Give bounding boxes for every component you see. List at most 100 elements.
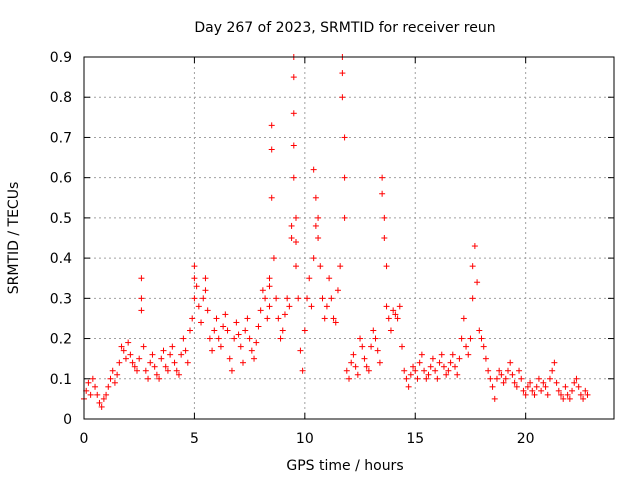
data-point [319,295,326,302]
data-point [328,295,335,302]
data-point [540,379,547,386]
data-point [315,214,322,221]
data-point [290,110,297,117]
x-tick-label: 0 [80,431,89,447]
data-point [224,327,231,334]
data-point [566,395,573,402]
data-point [410,363,417,370]
data-point [538,387,545,394]
data-point [560,395,567,402]
data-point [122,355,129,362]
data-point [175,371,182,378]
data-point [341,214,348,221]
data-point [522,391,529,398]
data-point [438,351,445,358]
data-point [425,371,432,378]
data-point [381,214,388,221]
data-point [474,279,481,286]
data-point [240,359,246,366]
data-point [359,343,366,350]
data-point [180,335,187,342]
data-point [562,383,569,390]
data-point [310,255,317,262]
x-tick-labels: 0 5 10 15 20 [80,431,535,447]
data-point [244,315,251,322]
y-tick-label: 0.6 [50,171,72,187]
data-point [264,315,271,322]
data-point [149,351,156,358]
data-point [118,343,125,350]
data-point [96,399,103,406]
data-point [463,343,470,350]
data-point [476,327,483,334]
data-point [242,327,249,334]
data-point [266,303,273,310]
data-point [321,315,328,322]
data-point [145,375,152,382]
data-point [169,343,176,350]
data-point [299,367,306,374]
data-point [399,343,405,350]
y-tick-label: 0 [63,412,72,428]
data-point [381,235,388,241]
data-point [204,307,211,314]
data-point [105,383,112,390]
data-point [383,263,390,270]
data-point [213,315,220,322]
x-tick-label: 15 [406,431,424,447]
data-point [178,351,185,358]
y-tick-label: 0.3 [50,291,72,307]
axis-ticks [83,56,614,420]
data-point [259,287,266,294]
data-point [248,347,255,354]
data-point [458,335,465,342]
data-point [129,359,136,366]
data-point [228,367,235,374]
data-point [220,323,227,330]
data-point [511,379,518,386]
data-point [167,351,174,358]
data-point [286,303,293,310]
data-point [546,375,553,382]
data-point [295,295,302,302]
y-tick-label: 0.2 [50,332,72,348]
data-point [493,375,500,382]
data-point [87,391,94,398]
data-point [290,74,297,81]
data-point [471,243,478,250]
data-point [412,367,419,374]
data-point [330,315,337,322]
data-point [131,363,138,370]
data-point [206,335,213,342]
data-point [454,371,461,378]
data-point [125,339,132,346]
data-point [573,375,580,382]
data-point [290,174,297,181]
data-point [405,383,412,390]
data-point [270,255,277,262]
data-point [427,363,434,370]
data-point [513,383,520,390]
data-point [189,315,196,322]
data-point [211,327,218,334]
y-tick-label: 0.9 [50,50,72,66]
data-point [580,395,587,402]
data-point [551,359,558,366]
data-point [575,383,582,390]
data-point [392,311,399,318]
data-point [184,359,191,366]
data-point [357,335,364,342]
data-point [255,323,262,330]
data-point [182,347,189,354]
data-point [257,307,264,314]
data-point [469,295,476,302]
data-point [387,327,394,334]
data-point [191,295,198,302]
data-point [524,383,531,390]
data-point [394,315,401,322]
y-tick-label: 0.7 [50,130,72,146]
data-point [465,351,472,358]
data-point [301,327,308,334]
data-point [456,355,463,362]
data-point [293,239,299,246]
